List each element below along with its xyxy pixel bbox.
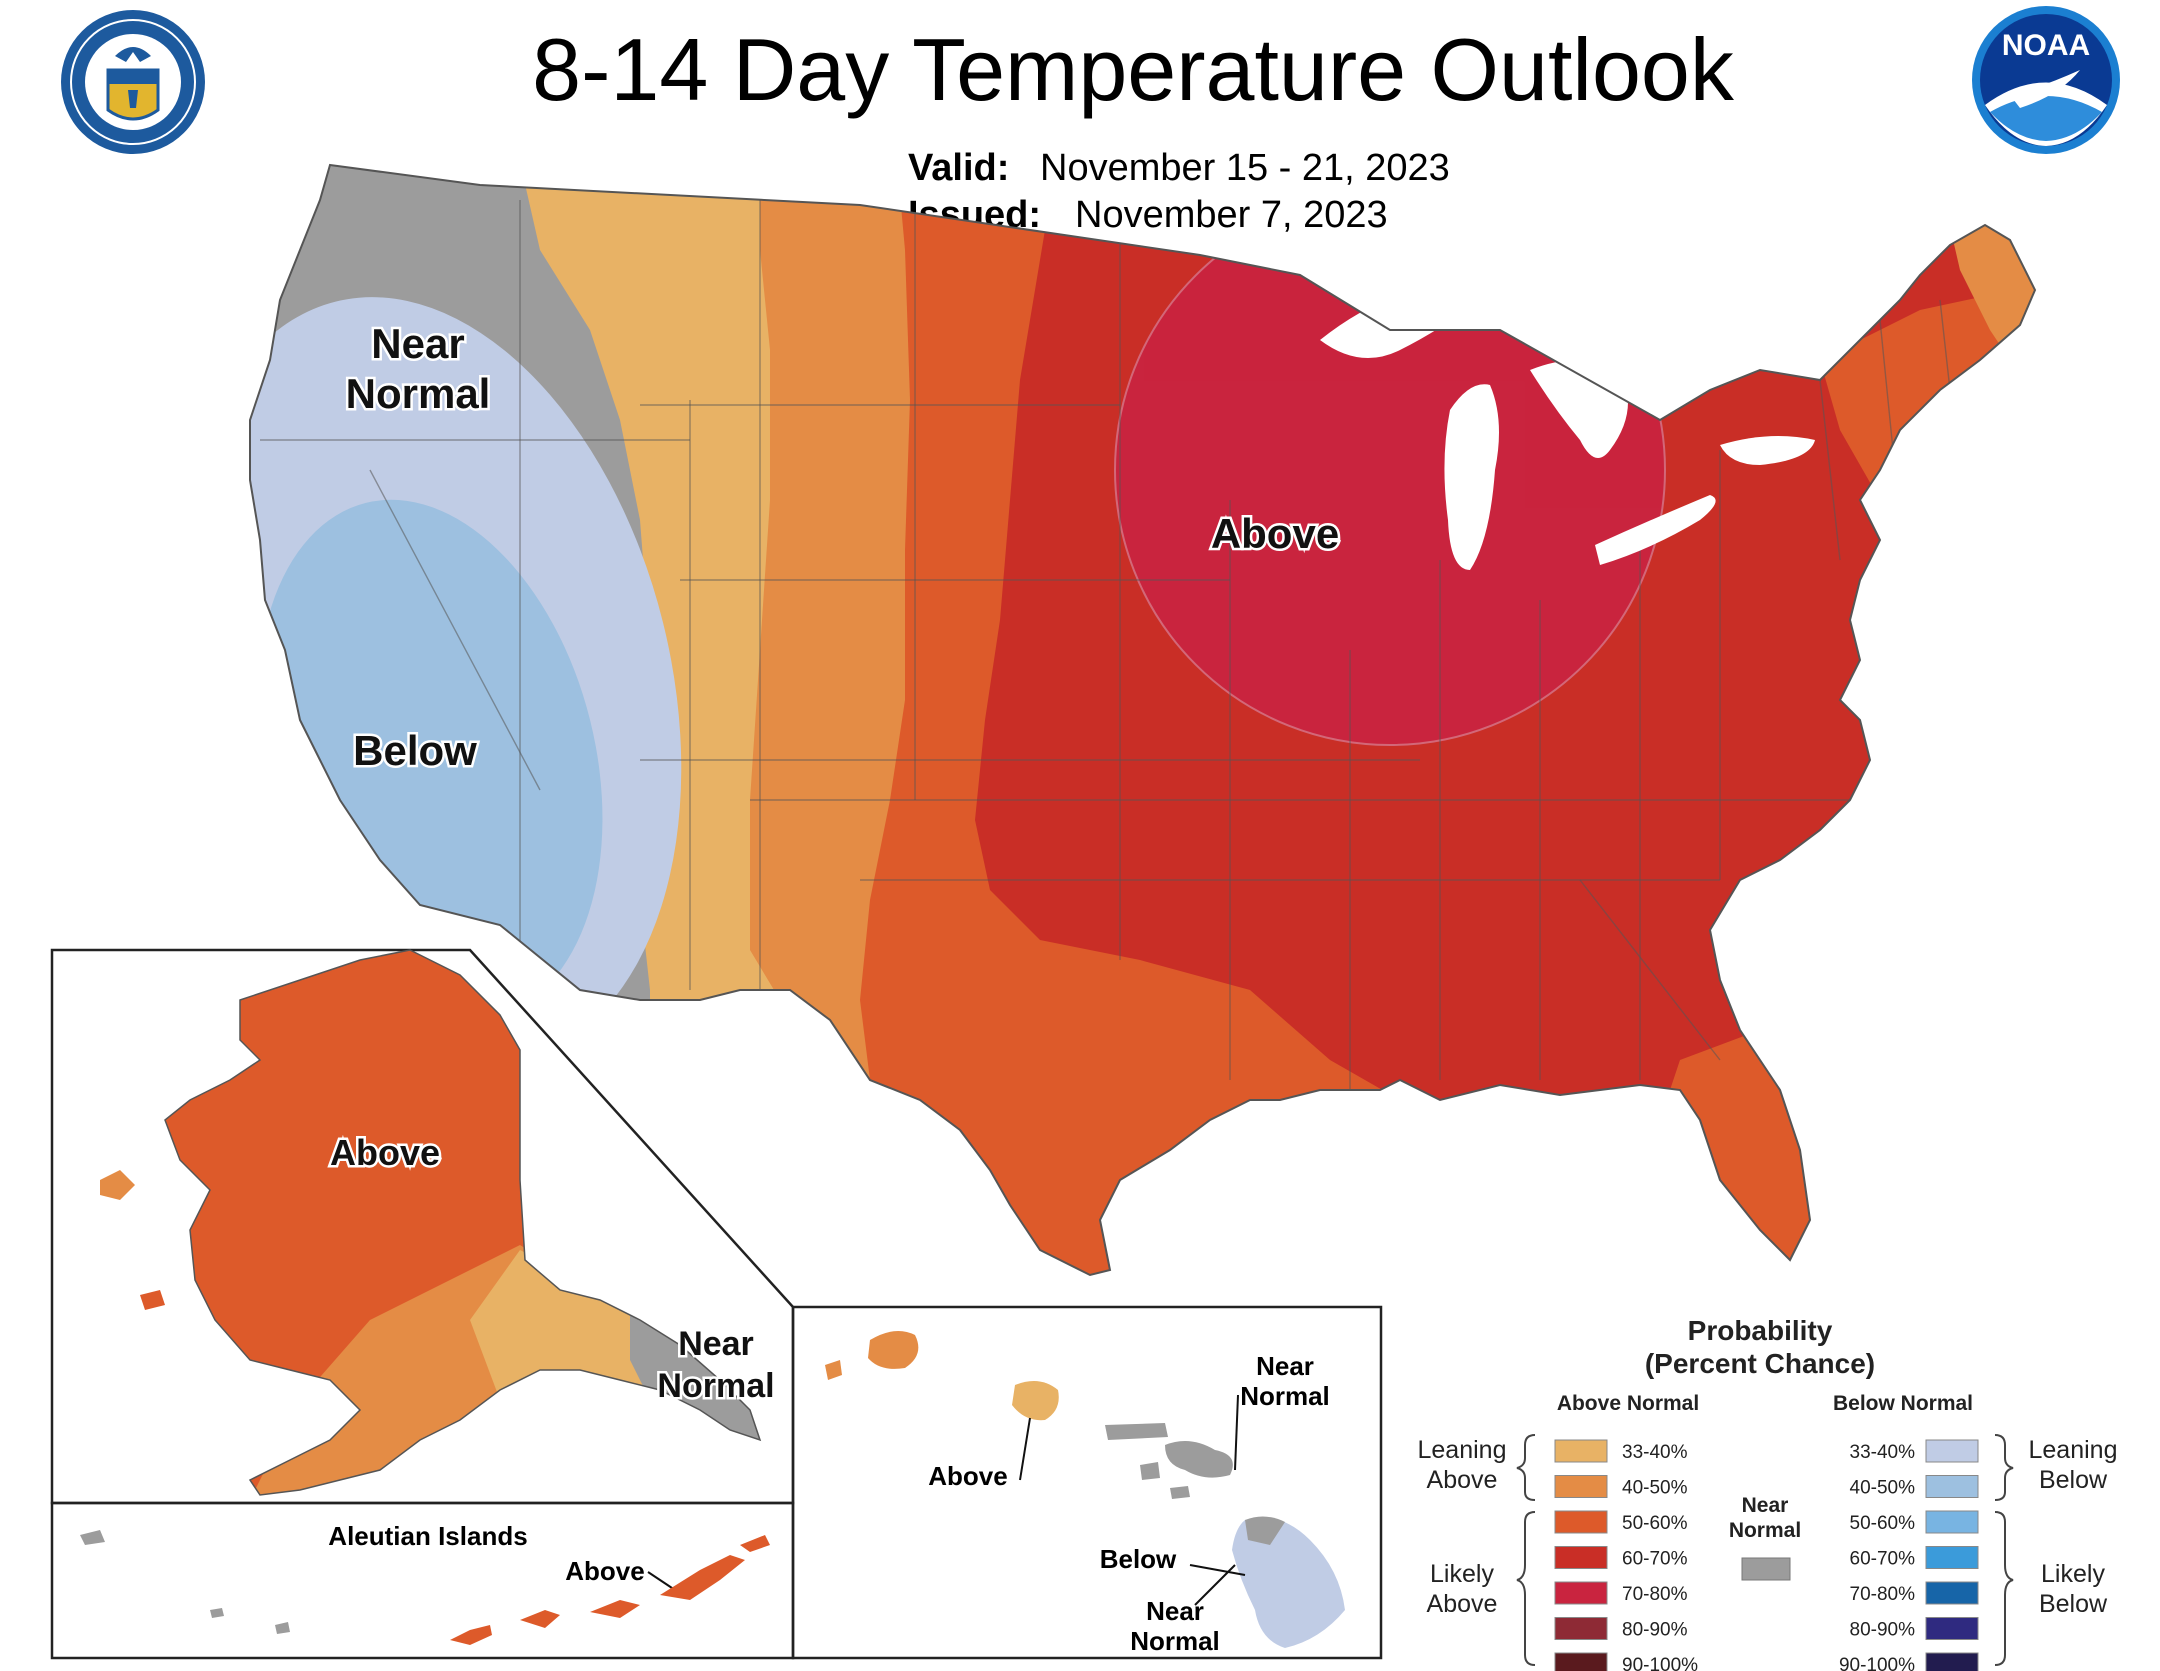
noaa-logo: NOAA <box>1972 6 2120 154</box>
legend-above-range-label-7: 90-100% <box>1622 1655 1698 1671</box>
hawaii-leader-lines <box>1019 1394 1246 1606</box>
alaska-above-label: Above <box>330 1132 440 1173</box>
legend-above-swatch-5 <box>1554 1581 1608 1605</box>
hawaii-map <box>825 1331 1345 1648</box>
legend-below-range-label-6: 80-90% <box>1850 1620 1916 1641</box>
hawaii-below-label: Below <box>1100 1544 1177 1574</box>
conus-above-label: Above <box>1211 510 1339 557</box>
legend-likely-below-line2: Below <box>2039 1590 2108 1618</box>
legend-above-swatch-3 <box>1554 1510 1608 1534</box>
alaska-map <box>100 949 762 1496</box>
lake-ontario <box>1720 436 1815 465</box>
legend-above-swatch-1 <box>1554 1439 1608 1463</box>
hawaii-above-label: Above <box>928 1461 1007 1491</box>
legend-braces <box>1516 1434 2014 1666</box>
legend-above-header: Above Normal <box>1557 1392 1699 1415</box>
legend-above-swatch-2 <box>1554 1475 1608 1498</box>
legend-above-range-label-1: 33-40% <box>1622 1442 1688 1463</box>
alaska-near-normal-label-line2: Normal <box>657 1367 774 1405</box>
legend-above-swatch-6 <box>1554 1617 1608 1640</box>
legend-leaning-above-line1: Leaning <box>1418 1436 1507 1464</box>
hawaii-molokai <box>1105 1423 1168 1440</box>
conus-above-70-80-zone <box>1114 194 1666 746</box>
commerce-seal-logo <box>61 10 205 154</box>
valid-dates: November 15 - 21, 2023 <box>1040 147 1450 189</box>
legend-below-rows: 33-40% 40-50% 50-60% 60-70% 70-80% 80-90% 90-1… <box>1839 1439 1979 1671</box>
legend-title-line1: Probability <box>1688 1315 1833 1346</box>
hawaii-near-normal-label-line1: Near <box>1256 1351 1314 1381</box>
alaska-near-normal-label-line1: Near <box>678 1325 754 1363</box>
legend-below-swatch-5 <box>1925 1581 1979 1605</box>
legend-likely-above-line1: Likely <box>1430 1560 1494 1588</box>
legend-below-range-label-5: 70-80% <box>1850 1584 1916 1605</box>
legend-above-rows: 33-40% 40-50% 50-60% 60-70% 70-80% 80-90% 90-1… <box>1554 1439 1698 1671</box>
conus-near-normal-label-line2: Normal <box>346 370 491 417</box>
legend-leaning-above-line2: Above <box>1427 1466 1498 1494</box>
legend-above-range-label-6: 80-90% <box>1622 1620 1688 1641</box>
hawaii-kahoolawe <box>1170 1486 1190 1499</box>
legend-below-swatch-7 <box>1925 1652 1979 1671</box>
legend-above-swatch-4 <box>1554 1546 1608 1569</box>
legend-below-swatch-3 <box>1925 1510 1979 1534</box>
legend-below-header: Below Normal <box>1833 1392 1973 1415</box>
aleutian-islands-chain <box>80 1530 770 1645</box>
legend: Probability (Percent Chance) Above Norma… <box>1418 1315 2118 1671</box>
legend-above-range-label-3: 50-60% <box>1622 1513 1688 1534</box>
hawaii-big-island-north-near-normal <box>1245 1516 1285 1545</box>
lake-superior <box>1320 255 1503 358</box>
alaska-island-small <box>140 1290 165 1310</box>
legend-leaning-below-line1: Leaning <box>2029 1436 2118 1464</box>
legend-below-swatch-6 <box>1925 1617 1979 1640</box>
conus-below-label: Below <box>353 727 477 774</box>
legend-above-swatch-7 <box>1554 1652 1608 1671</box>
legend-below-range-label-4: 60-70% <box>1850 1549 1916 1570</box>
great-lakes <box>1320 255 1815 570</box>
legend-likely-above-line2: Above <box>1427 1590 1498 1618</box>
hawaii-kauai <box>868 1331 919 1369</box>
legend-below-range-label-2: 40-50% <box>1850 1478 1916 1499</box>
legend-likely-below-line1: Likely <box>2041 1560 2105 1588</box>
noaa-logo-text: NOAA <box>2002 29 2090 62</box>
legend-near-normal-line2: Normal <box>1729 1519 1801 1542</box>
aleutians-title: Aleutian Islands <box>328 1521 527 1551</box>
valid-label: Valid: <box>908 147 1009 189</box>
aleutians-above-label: Above <box>565 1556 644 1586</box>
lake-erie <box>1595 495 1716 565</box>
legend-below-swatch-2 <box>1925 1475 1979 1498</box>
alaska-above-50-60-zone <box>165 950 760 1495</box>
hawaii-lanai <box>1140 1462 1160 1480</box>
lake-huron <box>1530 360 1628 458</box>
legend-below-range-label-3: 50-60% <box>1850 1513 1916 1534</box>
legend-below-range-label-1: 33-40% <box>1850 1442 1916 1463</box>
aleutians-leader-line <box>647 1571 676 1591</box>
issued-date: November 7, 2023 <box>1075 194 1388 236</box>
conus-near-normal-label-line1: Near <box>371 320 464 367</box>
alaska-island-west <box>100 1170 135 1200</box>
hawaii-near-normal-2-label-line1: Near <box>1146 1596 1204 1626</box>
conus-florida-50-60-zone <box>1660 1030 1850 1275</box>
page-title: 8-14 Day Temperature Outlook <box>532 20 1735 119</box>
hawaii-near-normal-2-label-line2: Normal <box>1130 1626 1220 1656</box>
legend-above-range-label-2: 40-50% <box>1622 1478 1688 1499</box>
hawaii-inset-frame <box>791 1305 1383 1660</box>
hawaii-big-island <box>1232 1517 1345 1648</box>
hawaii-niihau <box>825 1360 842 1380</box>
legend-above-range-label-4: 60-70% <box>1622 1549 1688 1570</box>
hawaii-oahu <box>1012 1381 1059 1421</box>
legend-title-line2: (Percent Chance) <box>1645 1348 1875 1379</box>
legend-leaning-below-line2: Below <box>2039 1466 2108 1494</box>
legend-below-range-label-7: 90-100% <box>1839 1655 1915 1671</box>
legend-below-swatch-4 <box>1925 1546 1979 1569</box>
legend-near-normal-line1: Near <box>1742 1494 1789 1517</box>
legend-below-swatch-1 <box>1925 1439 1979 1463</box>
legend-near-normal-swatch <box>1741 1557 1791 1581</box>
hawaii-maui <box>1165 1441 1233 1478</box>
hawaii-near-normal-label-line2: Normal <box>1240 1381 1330 1411</box>
conus-outline <box>249 163 2037 1277</box>
legend-above-range-label-5: 70-80% <box>1622 1584 1688 1605</box>
lake-michigan <box>1444 384 1499 570</box>
